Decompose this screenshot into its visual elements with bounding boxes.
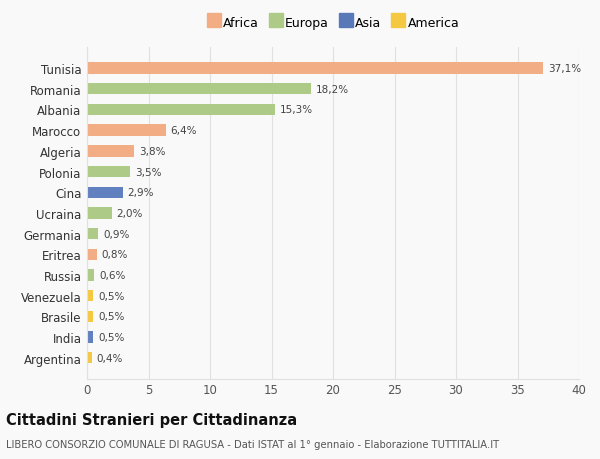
Text: 2,0%: 2,0% [116,208,143,218]
Bar [87,311,93,322]
Bar [87,105,275,116]
Bar [87,229,98,240]
Bar [87,270,94,281]
Text: 18,2%: 18,2% [316,84,349,95]
Bar [87,353,92,364]
Bar [87,249,97,260]
Bar [87,146,134,157]
Text: 3,8%: 3,8% [139,146,165,157]
Bar [87,63,544,74]
Text: Cittadini Stranieri per Cittadinanza: Cittadini Stranieri per Cittadinanza [6,413,297,428]
Bar [87,125,166,136]
Bar [87,187,122,198]
Bar [87,208,112,219]
Text: LIBERO CONSORZIO COMUNALE DI RAGUSA - Dati ISTAT al 1° gennaio - Elaborazione TU: LIBERO CONSORZIO COMUNALE DI RAGUSA - Da… [6,440,499,449]
Text: 0,4%: 0,4% [97,353,123,363]
Text: 3,5%: 3,5% [135,167,161,177]
Text: 0,5%: 0,5% [98,332,124,342]
Text: 6,4%: 6,4% [170,126,197,136]
Text: 37,1%: 37,1% [548,64,581,74]
Bar [87,84,311,95]
Text: 0,8%: 0,8% [102,250,128,260]
Bar [87,291,93,302]
Bar [87,332,93,343]
Legend: Africa, Europa, Asia, America: Africa, Europa, Asia, America [204,15,462,33]
Text: 0,5%: 0,5% [98,312,124,322]
Text: 0,5%: 0,5% [98,291,124,301]
Text: 0,6%: 0,6% [100,270,125,280]
Text: 0,9%: 0,9% [103,229,130,239]
Bar [87,167,130,178]
Text: 15,3%: 15,3% [280,105,313,115]
Text: 2,9%: 2,9% [128,188,154,198]
